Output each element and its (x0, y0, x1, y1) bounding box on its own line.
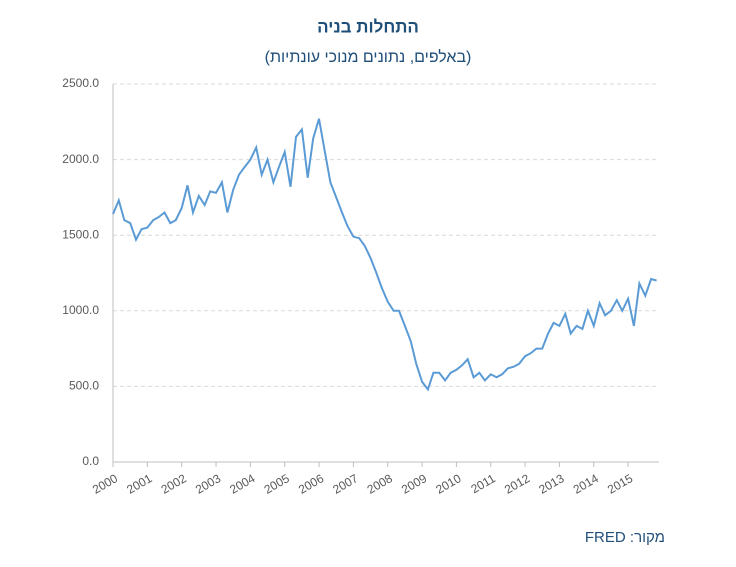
x-tick-label: 2013 (536, 471, 566, 497)
x-tick-label: 2000 (90, 471, 120, 497)
y-tick-label: 2500.0 (62, 76, 99, 90)
x-tick-label: 2001 (124, 471, 154, 497)
y-tick-label: 0.0 (82, 454, 99, 468)
x-tick-label: 2014 (571, 471, 601, 497)
data-line (112, 118, 657, 392)
y-tick-label: 1500.0 (62, 227, 99, 241)
x-tick-label: 2012 (502, 471, 532, 497)
x-tick-label: 2010 (433, 471, 463, 497)
x-tick-label: 2011 (468, 471, 498, 496)
y-tick-label: 1000.0 (62, 303, 99, 317)
y-tick-label: 500.0 (69, 379, 99, 393)
x-tick-label: 2007 (330, 471, 360, 497)
source: מקור: FRED (585, 529, 665, 546)
x-tick-label: 2008 (365, 471, 395, 497)
x-tick-label: 2009 (399, 471, 429, 497)
y-tick-label: 2000.0 (62, 152, 99, 166)
x-tick-label: 2003 (193, 471, 223, 497)
x-tick-label: 2015 (605, 471, 635, 497)
chart-subtitle: (באלפים, נתונים מנוכי עונתיות) (265, 48, 472, 66)
x-tick-label: 2006 (296, 471, 326, 497)
x-tick-label: 2005 (262, 471, 292, 497)
chart-title: התחלות בניה (317, 17, 419, 36)
x-tick-label: 2002 (159, 471, 189, 497)
x-tick-label: 2004 (227, 471, 257, 497)
